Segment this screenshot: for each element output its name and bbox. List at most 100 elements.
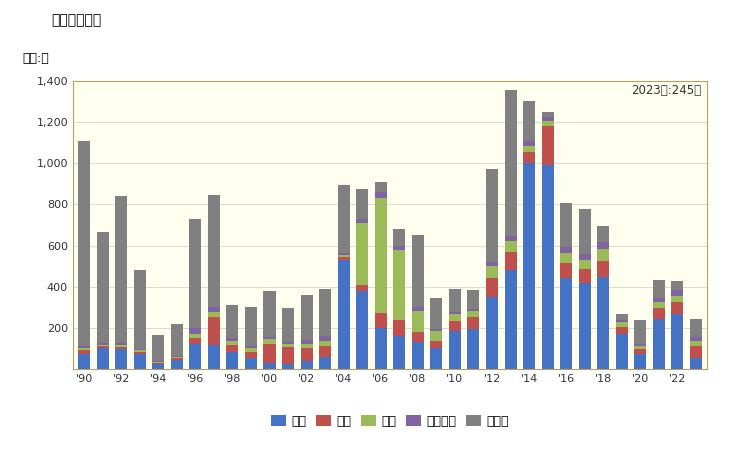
Bar — [504, 90, 517, 236]
Bar — [504, 242, 517, 252]
Bar — [690, 346, 702, 358]
Bar — [78, 348, 90, 351]
Legend: 台湾, 中国, 韓国, フランス, その他: 台湾, 中国, 韓国, フランス, その他 — [266, 410, 514, 433]
Bar — [356, 285, 368, 291]
Bar — [227, 338, 238, 341]
Bar — [356, 189, 368, 219]
Bar — [319, 357, 331, 369]
Bar — [78, 351, 90, 354]
Bar — [152, 335, 164, 361]
Bar — [338, 255, 350, 257]
Bar — [560, 203, 572, 247]
Bar — [245, 307, 257, 346]
Bar — [542, 112, 553, 117]
Bar — [412, 332, 424, 342]
Bar — [449, 331, 461, 369]
Bar — [616, 322, 628, 327]
Bar — [282, 347, 294, 364]
Bar — [671, 280, 684, 290]
Bar — [597, 249, 609, 261]
Bar — [412, 311, 424, 332]
Bar — [393, 250, 405, 320]
Bar — [300, 361, 313, 369]
Bar — [319, 341, 331, 346]
Bar — [560, 279, 572, 369]
Bar — [560, 263, 572, 279]
Bar — [96, 232, 109, 343]
Bar — [282, 364, 294, 369]
Bar — [579, 260, 590, 269]
Bar — [115, 347, 127, 350]
Bar — [190, 338, 201, 344]
Bar — [319, 289, 331, 336]
Bar — [430, 329, 443, 331]
Bar — [133, 349, 146, 350]
Bar — [152, 364, 164, 369]
Bar — [78, 141, 90, 346]
Bar — [653, 319, 665, 369]
Bar — [300, 295, 313, 340]
Bar — [690, 337, 702, 341]
Bar — [690, 319, 702, 337]
Bar — [597, 226, 609, 243]
Bar — [375, 198, 387, 314]
Bar — [245, 351, 257, 358]
Bar — [486, 279, 498, 297]
Bar — [115, 350, 127, 369]
Bar — [133, 270, 146, 349]
Bar — [263, 363, 276, 369]
Bar — [208, 195, 220, 307]
Bar — [560, 247, 572, 253]
Bar — [486, 266, 498, 279]
Bar — [171, 356, 183, 357]
Bar — [523, 141, 535, 146]
Bar — [634, 344, 647, 346]
Bar — [115, 343, 127, 345]
Bar — [133, 350, 146, 351]
Bar — [227, 305, 238, 338]
Bar — [504, 236, 517, 242]
Bar — [671, 290, 684, 296]
Bar — [616, 315, 628, 319]
Bar — [449, 321, 461, 331]
Bar — [430, 331, 443, 341]
Bar — [542, 117, 553, 121]
Bar — [634, 320, 647, 344]
Bar — [300, 340, 313, 344]
Bar — [430, 348, 443, 369]
Bar — [96, 345, 109, 346]
Text: 輸入量の推移: 輸入量の推移 — [51, 14, 101, 27]
Bar — [263, 339, 276, 344]
Bar — [96, 346, 109, 348]
Bar — [393, 229, 405, 246]
Bar — [449, 315, 461, 321]
Bar — [208, 312, 220, 316]
Bar — [319, 346, 331, 357]
Bar — [96, 348, 109, 369]
Bar — [542, 121, 553, 126]
Bar — [486, 170, 498, 262]
Bar — [78, 346, 90, 348]
Bar — [449, 312, 461, 315]
Bar — [263, 344, 276, 363]
Bar — [338, 253, 350, 255]
Bar — [467, 290, 480, 309]
Bar — [430, 298, 443, 329]
Bar — [486, 297, 498, 369]
Bar — [338, 257, 350, 260]
Bar — [393, 336, 405, 369]
Bar — [523, 152, 535, 163]
Bar — [375, 192, 387, 198]
Bar — [152, 361, 164, 362]
Bar — [653, 298, 665, 302]
Bar — [523, 163, 535, 369]
Bar — [115, 345, 127, 347]
Bar — [634, 354, 647, 369]
Bar — [504, 270, 517, 369]
Bar — [245, 348, 257, 351]
Bar — [356, 219, 368, 223]
Bar — [690, 358, 702, 369]
Bar — [171, 358, 183, 360]
Bar — [467, 329, 480, 369]
Bar — [208, 345, 220, 369]
